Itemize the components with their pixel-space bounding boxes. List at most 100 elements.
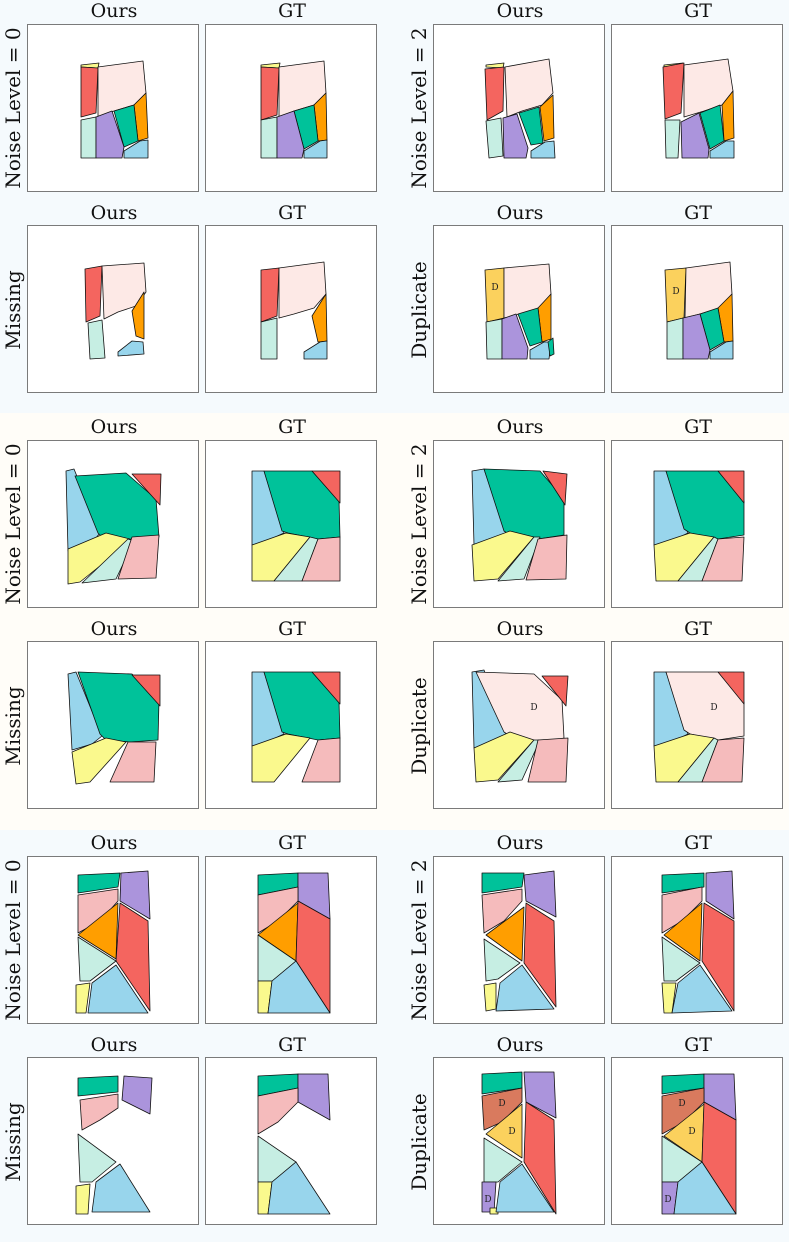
fragment-sky — [87, 964, 149, 1014]
duplicate-marker: D — [484, 1195, 491, 1205]
column-title-ours: Ours — [496, 1034, 544, 1056]
panel-ex2-missing-gt — [205, 641, 377, 809]
fragment-yellow — [473, 731, 535, 783]
panel-ex1-noise2-gt — [611, 24, 783, 192]
fragment-green — [113, 104, 139, 148]
fragment-red — [542, 470, 568, 506]
fragment-purple — [119, 870, 151, 920]
fragment-pink — [527, 737, 569, 783]
column-title-ours: Ours — [90, 202, 138, 224]
fragment-mint — [666, 317, 684, 360]
row-label-noise-0: Noise Level = 0 — [1, 443, 25, 605]
fragment-red — [717, 671, 745, 705]
fragment-sky — [671, 964, 733, 1014]
row-label-missing: Missing — [1, 1102, 25, 1182]
duplicate-marker: D — [678, 1099, 685, 1109]
row-label-noise-2: Noise Level = 2 — [407, 859, 431, 1021]
panel-ex3-missing-ours — [27, 1057, 199, 1225]
fragment-mint — [483, 1137, 523, 1183]
fragment-green — [481, 872, 525, 894]
fragment-red — [484, 66, 505, 121]
fragment-sky — [303, 340, 328, 360]
column-title-ours: Ours — [90, 1034, 138, 1056]
fragment-sky — [495, 1163, 555, 1213]
column-title-ours: Ours — [496, 618, 544, 640]
fragment-yellow — [483, 982, 497, 1012]
row-label-noise-0: Noise Level = 0 — [1, 859, 25, 1021]
panel-ex2-noise0-ours — [27, 440, 199, 608]
fragment-mint — [664, 119, 681, 159]
fragment-purple — [523, 1071, 557, 1119]
fragment-red — [131, 473, 162, 506]
fragment-mint — [77, 1133, 117, 1183]
fragment-red — [84, 265, 103, 323]
fragment-sky — [267, 1161, 331, 1215]
fragment-sky — [709, 340, 734, 360]
fragment-red — [260, 267, 280, 323]
panel-ex1-noise0-gt — [205, 24, 377, 192]
fragment-sky — [673, 1161, 737, 1215]
fragment-pink — [257, 1087, 299, 1135]
panel-ex3-duplicate-gt: D D D — [611, 1057, 783, 1225]
fragment-mint — [260, 116, 278, 159]
fragment-mint — [77, 936, 117, 982]
row-label-noise-2: Noise Level = 2 — [407, 443, 431, 605]
fragment-sky — [267, 960, 331, 1014]
fragment-sky — [67, 671, 103, 751]
fragment-yellow — [75, 982, 91, 1014]
column-title-gt: GT — [278, 0, 306, 22]
column-title-ours: Ours — [90, 0, 138, 22]
panel-ex1-duplicate-ours: D — [433, 225, 605, 393]
column-title-ours: Ours — [90, 618, 138, 640]
fragment-mint — [485, 318, 503, 360]
duplicate-marker: D — [688, 1127, 695, 1137]
panel-ex1-missing-gt — [205, 225, 377, 393]
row-label-missing: Missing — [1, 270, 25, 350]
row-label-duplicate: Duplicate — [407, 1093, 431, 1191]
fragment-green — [517, 307, 543, 347]
duplicate-marker: D — [530, 703, 537, 713]
row-label-missing: Missing — [1, 686, 25, 766]
fragment-pink — [117, 534, 160, 580]
fragment-gold — [485, 1103, 523, 1159]
column-title-gt: GT — [278, 618, 306, 640]
fragment-green — [661, 872, 705, 894]
fragment-yellow — [71, 737, 127, 785]
fragment-pink — [301, 536, 341, 582]
fragment-green — [77, 1075, 119, 1097]
fragment-red — [717, 470, 745, 504]
column-title-gt: GT — [278, 202, 306, 224]
fragment-mint — [80, 116, 97, 159]
panel-ex1-missing-ours — [27, 225, 199, 393]
fragment-red — [311, 470, 341, 504]
duplicate-marker: D — [508, 1127, 515, 1137]
fragment-orange — [663, 902, 703, 962]
fragment-red — [311, 671, 341, 705]
fragment-red — [523, 902, 557, 1008]
row-label-duplicate: Duplicate — [407, 261, 431, 359]
fragment-mint — [483, 938, 521, 982]
column-title-ours: Ours — [90, 416, 138, 438]
column-title-gt: GT — [278, 1034, 306, 1056]
fragment-purple — [95, 110, 125, 159]
fragment-purple — [121, 1075, 153, 1115]
fragment-red — [662, 62, 685, 120]
column-title-ours: Ours — [496, 832, 544, 854]
fragment-purple — [680, 112, 710, 159]
fragment-orange — [539, 94, 555, 142]
panel-ex2-noise2-ours — [433, 440, 605, 608]
panel-ex3-duplicate-ours: D D D — [433, 1057, 605, 1225]
panel-ex2-duplicate-gt: D — [611, 641, 783, 809]
fragment-mint — [497, 536, 541, 582]
fragment-yellow — [251, 733, 311, 783]
fragment-sky — [303, 139, 328, 159]
fragment-mint — [260, 317, 278, 360]
panel-ex1-noise2-ours — [433, 24, 605, 192]
row-label-noise-2: Noise Level = 2 — [407, 27, 431, 189]
fragment-purple — [682, 313, 711, 360]
duplicate-marker: D — [491, 283, 498, 293]
column-title-gt: GT — [684, 202, 712, 224]
duplicate-marker: D — [672, 287, 679, 297]
fragment-sky — [123, 139, 149, 159]
panel-ex2-noise2-gt — [611, 440, 783, 608]
